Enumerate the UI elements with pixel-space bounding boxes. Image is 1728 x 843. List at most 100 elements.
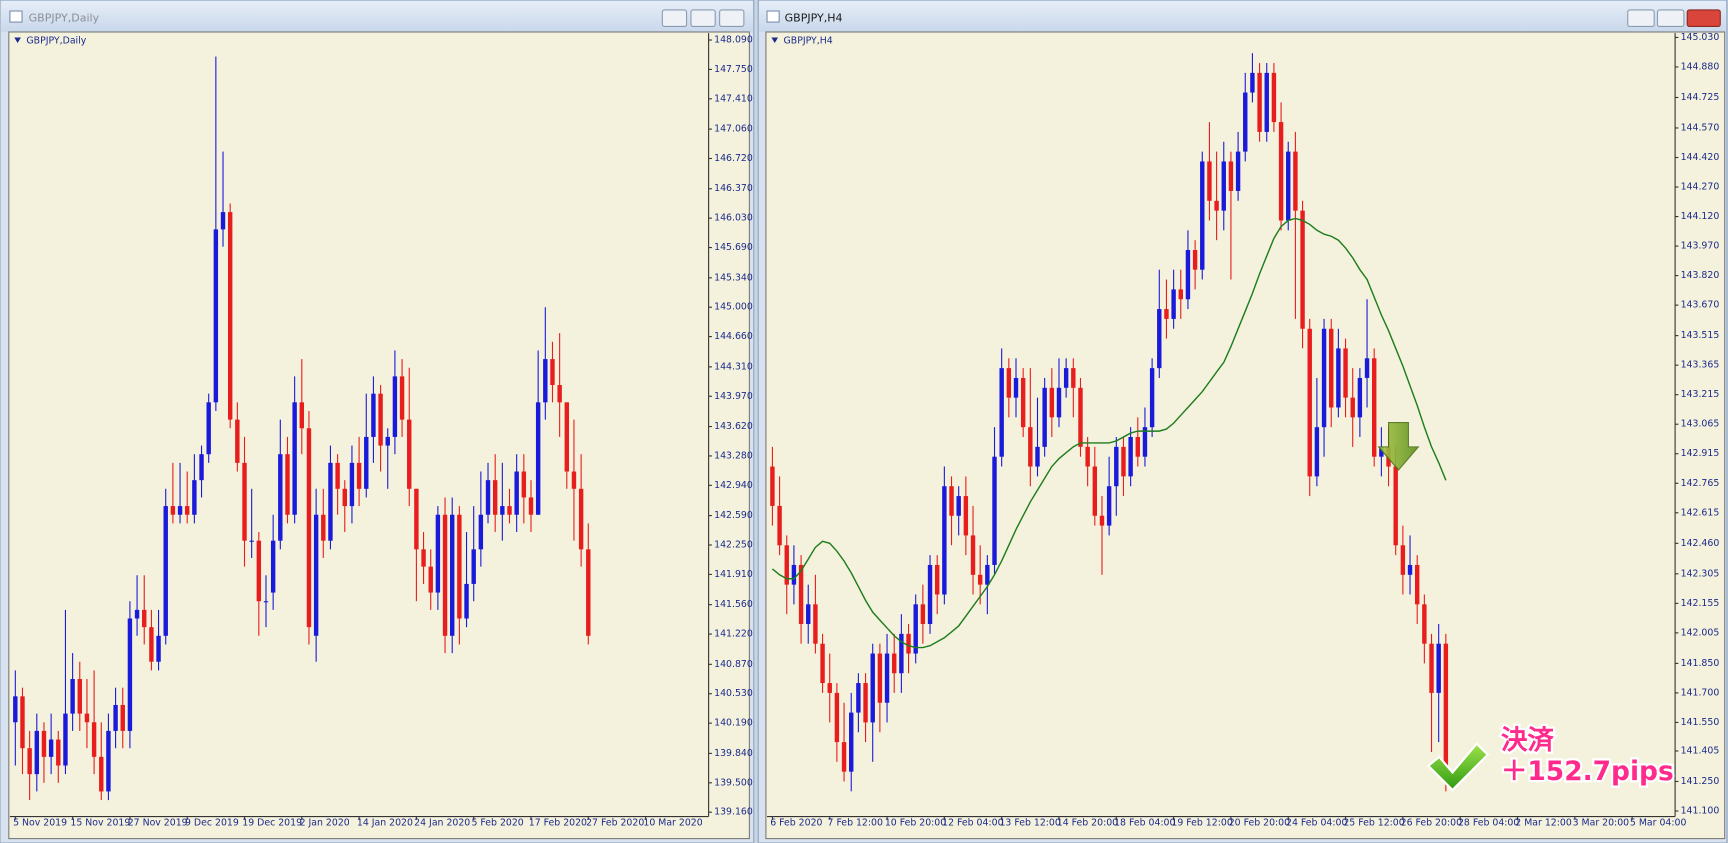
- chart-menu-arrow: [771, 37, 779, 44]
- candle-body: [313, 514, 319, 636]
- candle-body: [421, 549, 426, 567]
- candle-body: [507, 506, 512, 515]
- close-button[interactable]: [1686, 9, 1721, 28]
- y-tick-label: 143.065: [1681, 419, 1720, 430]
- candle-body: [356, 462, 362, 489]
- candle-body: [999, 368, 1004, 457]
- candle-body: [1099, 515, 1105, 526]
- candle-body: [457, 514, 462, 619]
- x-tick-label: 27 Nov 2019: [128, 818, 188, 829]
- candle-body: [977, 574, 983, 585]
- x-tick-label: 28 Feb 04:00: [1458, 818, 1519, 829]
- candle-body: [335, 462, 340, 489]
- candle-body: [863, 683, 868, 723]
- x-tick-label: 3 Mar 20:00: [1573, 818, 1630, 829]
- candle-body: [328, 462, 333, 541]
- candle-body: [956, 496, 961, 516]
- x-tick-label: 24 Jan 2020: [414, 818, 470, 829]
- candle-body: [256, 540, 262, 602]
- candle-body: [770, 466, 775, 506]
- y-tick-label: 144.570: [1681, 122, 1720, 133]
- candle-body: [106, 730, 111, 792]
- candle-body: [1042, 387, 1047, 447]
- candle-body: [206, 402, 211, 455]
- candle-body: [414, 488, 419, 550]
- y-tick-label: 148.090: [714, 35, 753, 46]
- candle-body: [1114, 446, 1119, 487]
- candle-body: [1006, 368, 1012, 398]
- maximize-button[interactable]: [690, 9, 716, 28]
- candle-body: [270, 540, 276, 593]
- candle-body: [1321, 328, 1327, 428]
- y-tick-label: 141.100: [1681, 806, 1720, 817]
- candle-body: [514, 471, 519, 515]
- candle-body: [321, 514, 326, 541]
- x-tick-label: 2 Jan 2020: [300, 818, 350, 829]
- candle-body: [1264, 72, 1269, 132]
- maximize-button[interactable]: [1656, 9, 1685, 28]
- candle-body: [521, 471, 527, 498]
- close-button[interactable]: [719, 9, 745, 28]
- candle-body: [1407, 564, 1413, 575]
- candle-body: [99, 756, 104, 792]
- candle-body: [1106, 486, 1112, 526]
- candle-body: [1078, 387, 1083, 447]
- candle-body: [827, 683, 832, 693]
- y-tick-label: 141.405: [1681, 745, 1720, 756]
- candle-body: [1443, 643, 1449, 782]
- minimize-button[interactable]: [661, 9, 688, 28]
- annotation: ＋152.7pips: [1501, 756, 1674, 787]
- candle-body: [13, 696, 18, 723]
- candle-body: [550, 359, 555, 386]
- x-tick-label: 26 Feb 20:00: [1401, 818, 1462, 829]
- candle-body: [963, 496, 969, 536]
- candle-body: [1178, 289, 1183, 300]
- y-tick-label: 142.460: [1681, 538, 1720, 549]
- window-title: GBPJPY,Daily: [29, 12, 100, 25]
- y-tick-label: 142.915: [1681, 448, 1720, 459]
- candle-body: [435, 514, 441, 593]
- candle-body: [927, 564, 933, 625]
- candle-body: [220, 212, 226, 230]
- minimize-button[interactable]: [1627, 9, 1655, 28]
- candle-body: [285, 454, 290, 515]
- y-tick-label: 144.270: [1681, 182, 1720, 193]
- y-tick-label: 140.870: [714, 659, 753, 670]
- candle-body: [478, 514, 484, 550]
- candle-body: [249, 540, 254, 542]
- candle-body: [1429, 643, 1434, 693]
- window-h4: GBPJPY,H4 GBPJPY,H4: [757, 0, 1728, 843]
- candle-body: [806, 604, 811, 625]
- chart-label: GBPJPY,Daily: [26, 35, 86, 46]
- candle-body: [1020, 377, 1026, 428]
- candle-body: [970, 535, 976, 575]
- y-tick-label: 144.420: [1681, 152, 1720, 163]
- x-tick-label: 10 Mar 2020: [643, 818, 702, 829]
- x-tick-label: 18 Feb 04:00: [1114, 818, 1175, 829]
- window-title: GBPJPY,H4: [785, 12, 843, 25]
- candle-body: [841, 742, 847, 772]
- candle-body: [528, 497, 534, 515]
- candle-body: [543, 359, 548, 403]
- candle-body: [884, 653, 890, 703]
- candle-body: [163, 506, 168, 636]
- candle-body: [1257, 72, 1262, 132]
- candle-body: [385, 436, 390, 446]
- candle-body: [127, 618, 133, 731]
- window-icon: [766, 10, 780, 23]
- candle-body: [149, 627, 154, 662]
- chart-panel: [765, 31, 1726, 840]
- candle-body: [278, 454, 283, 541]
- candle-body: [877, 653, 883, 703]
- title-bar: [1, 1, 753, 32]
- candle-body: [1013, 377, 1019, 398]
- candle-body: [235, 419, 240, 463]
- x-tick-label: 20 Feb 20:00: [1229, 818, 1290, 829]
- y-tick-label: 140.530: [714, 688, 753, 699]
- y-tick-label: 145.340: [714, 272, 753, 283]
- candle-body: [56, 739, 61, 766]
- candle-body: [578, 488, 584, 550]
- candle-body: [1049, 387, 1055, 418]
